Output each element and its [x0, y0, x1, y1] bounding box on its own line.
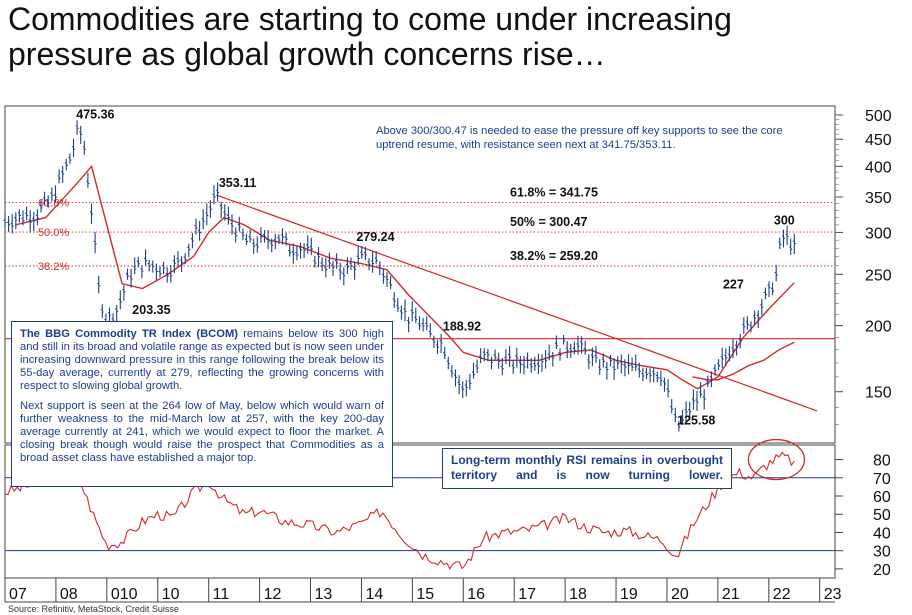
level-label: 125.58 — [677, 414, 715, 428]
ma-55-line — [15, 164, 795, 390]
level-label: 475.36 — [76, 108, 114, 122]
downtrend-line — [216, 194, 818, 412]
title-line-1: Commodities are starting to come under i… — [8, 1, 732, 37]
level-label: 61.8% = 341.75 — [510, 185, 598, 199]
rsi-axis-label: 50 — [873, 507, 891, 524]
rsi-line — [4, 451, 795, 570]
x-axis-label: 13 — [315, 586, 333, 603]
x-axis-label: 20 — [671, 586, 689, 603]
level-label: 203.35 — [132, 303, 170, 317]
x-axis-label: 14 — [365, 586, 383, 603]
commentary-lead-rest: remains below its 300 high and still in … — [20, 328, 384, 392]
title-line-2: pressure as global growth concerns rise… — [8, 36, 606, 72]
rsi-axis-label: 20 — [873, 562, 891, 579]
x-axis-label: 18 — [569, 586, 587, 603]
price-axis-label: 200 — [865, 319, 892, 336]
fib-level-label: 61.8% — [38, 197, 69, 209]
x-axis-label: 08 — [60, 586, 78, 603]
level-label: 353.11 — [219, 176, 257, 190]
level-label: 300 — [774, 213, 795, 227]
price-axis-label: 350 — [865, 190, 892, 207]
x-axis-label: 12 — [264, 586, 282, 603]
ma-200-line — [692, 341, 795, 381]
rsi-axis-label: 30 — [873, 544, 891, 561]
level-label: 38.2% = 259.20 — [510, 249, 598, 263]
price-axis-label: 150 — [865, 385, 892, 402]
level-label: 188.92 — [443, 320, 481, 334]
x-axis-label: 19 — [620, 586, 638, 603]
level-label: 50% = 300.47 — [510, 215, 588, 229]
commentary-paragraph-2: Next support is seen at the 264 low of M… — [20, 400, 384, 464]
x-axis-label: 17 — [518, 586, 536, 603]
x-axis-label: 23 — [824, 586, 842, 603]
price-axis-label: 400 — [865, 159, 892, 176]
rsi-annotation-box: Long-term monthly RSI remains in overbou… — [442, 448, 732, 489]
level-label: 227 — [723, 277, 744, 291]
rsi-highlight-circle — [747, 438, 806, 481]
commentary-lead: The BBG Commodity TR Index (BCOM) — [20, 328, 239, 340]
rsi-axis-label: 60 — [873, 489, 891, 506]
commentary-box: The BBG Commodity TR Index (BCOM) remain… — [11, 321, 393, 487]
commentary-paragraph-1: The BBG Commodity TR Index (BCOM) remain… — [20, 328, 384, 393]
x-axis-label: 15 — [416, 586, 434, 603]
bcom-chart: 61.8%50.0%38.2% 150200250300350400450500… — [3, 105, 892, 603]
rsi-axis-label: 80 — [873, 453, 891, 470]
x-axis-label: 16 — [467, 586, 485, 603]
x-axis-label: 07 — [9, 586, 27, 603]
level-label: 279.24 — [356, 230, 394, 244]
price-axis-label: 500 — [865, 108, 892, 125]
fib-level-label: 50.0% — [38, 227, 69, 239]
x-axis-label: 21 — [722, 586, 740, 603]
price-bars — [3, 120, 796, 432]
source-note: Source: Refinitiv, MetaStock, Credit Sui… — [8, 604, 179, 614]
price-axis-label: 300 — [865, 225, 892, 242]
x-axis-label: 22 — [773, 586, 791, 603]
resistance-annotation: Above 300/300.47 is needed to ease the p… — [376, 125, 783, 151]
x-axis-label: 010 — [111, 586, 138, 603]
rsi-axis-label: 40 — [873, 525, 891, 542]
page-title: Commodities are starting to come under i… — [8, 2, 908, 72]
rsi-axis-label: 70 — [873, 471, 891, 488]
fib-level-label: 38.2% — [38, 261, 69, 273]
price-axis-label: 250 — [865, 267, 892, 284]
rsi-panel-frame — [4, 444, 836, 579]
price-axis-label: 450 — [865, 132, 892, 149]
x-axis-label: 10 — [162, 586, 180, 603]
x-axis-label: 11 — [213, 586, 230, 603]
